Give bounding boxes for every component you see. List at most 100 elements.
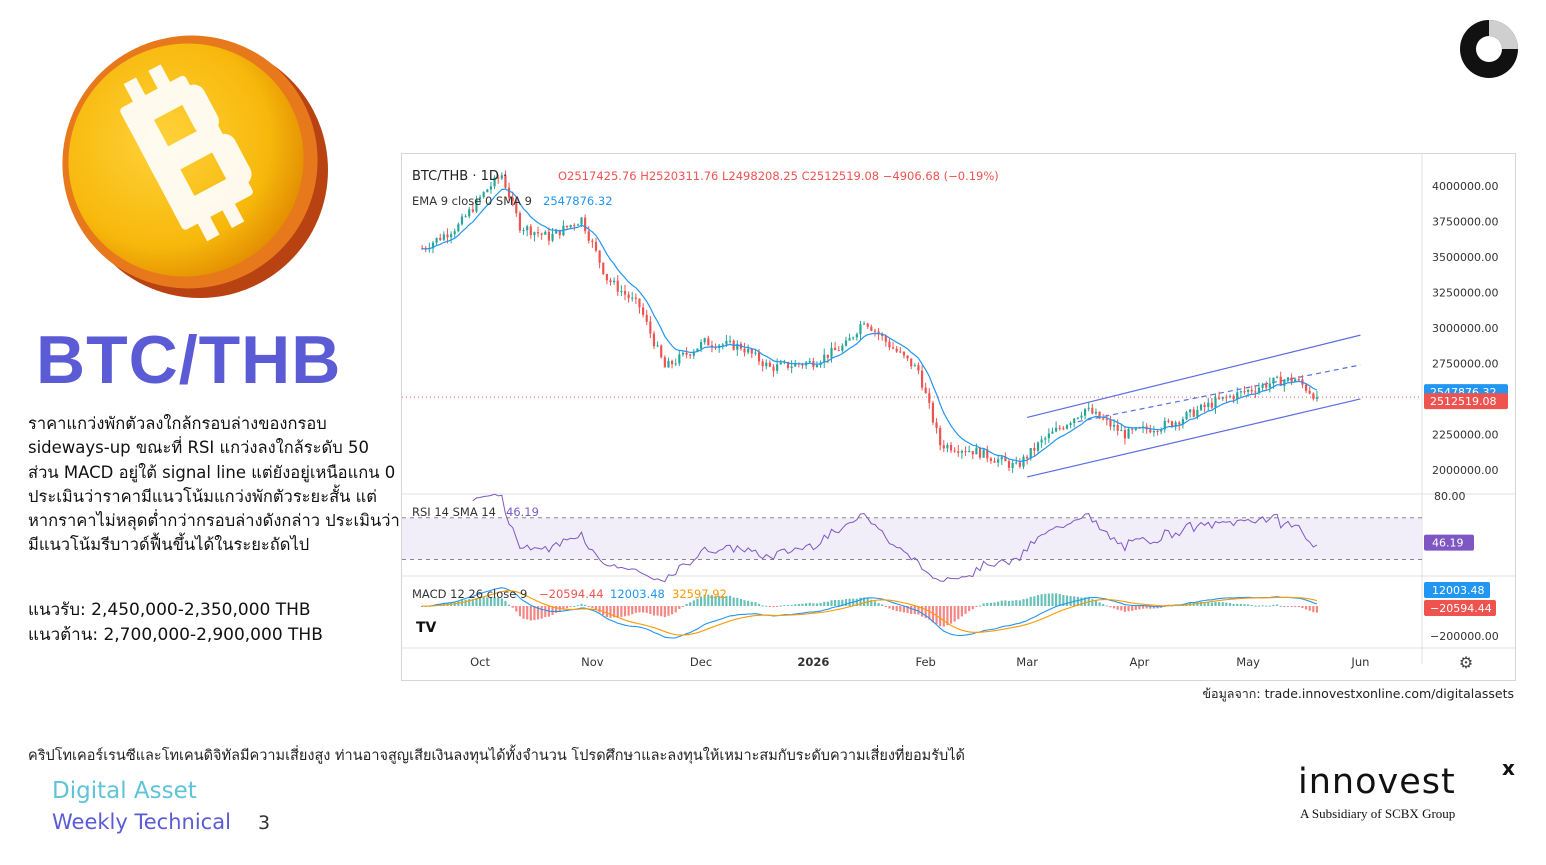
candle-body (1308, 390, 1311, 394)
macd-histogram-bar (674, 606, 677, 613)
candle-body (747, 348, 750, 353)
macd-histogram-bar (783, 604, 786, 606)
macd-histogram-bar (1239, 603, 1242, 606)
macd-histogram-bar (931, 606, 935, 623)
candle-body (460, 216, 464, 225)
macd-histogram-bar (645, 606, 648, 613)
macd-histogram-bar (968, 606, 971, 612)
candle-body (616, 280, 619, 292)
candle-body (1131, 428, 1134, 430)
macd-histogram-bar (859, 597, 862, 606)
price-levels: แนวรับ: 2,450,000-2,350,000 THB แนวต้าน:… (28, 598, 323, 648)
macd-histogram-bar (533, 606, 536, 621)
macd-histogram-bar (1210, 602, 1213, 606)
macd-histogram-bar (497, 597, 500, 606)
brand-logo: innovest x A Subsidiary of SCBX Group (1298, 756, 1518, 832)
price-tick-label: 3250000.00 (1432, 287, 1498, 300)
macd-histogram-bar (656, 606, 659, 616)
candle-body (707, 338, 710, 346)
candle-body (1076, 417, 1079, 419)
price-tick-label: 3500000.00 (1432, 251, 1498, 264)
macd-histogram-bar (957, 606, 960, 620)
candle-body (453, 231, 456, 235)
macd-histogram-bar (1026, 598, 1029, 606)
macd-histogram-bar (1004, 600, 1007, 606)
macd-histogram-bar (620, 606, 623, 618)
candle-body (439, 237, 442, 240)
candle-body (500, 175, 503, 179)
candle-body (743, 348, 746, 353)
macd-histogram-bar (699, 596, 703, 606)
candle-body (1065, 425, 1069, 429)
macd-histogram-bar (526, 606, 529, 620)
macd-histogram-bar (1254, 605, 1257, 607)
time-axis-label: Feb (915, 655, 935, 669)
candle-body (1228, 396, 1232, 398)
candle-body (482, 192, 485, 198)
macd-histogram-bar (902, 606, 906, 613)
candle-body (765, 362, 768, 367)
candle-body (902, 351, 906, 356)
macd-histogram-bar (1268, 605, 1271, 607)
macd-histogram-bar (790, 604, 793, 606)
candle-body (884, 336, 887, 342)
price-tick-label: 2750000.00 (1432, 357, 1498, 370)
time-axis-label: 2026 (797, 655, 829, 669)
macd-histogram-bar (1131, 606, 1134, 611)
candle-body (558, 229, 561, 236)
candle-body (924, 387, 927, 394)
candle-body (993, 460, 996, 463)
candle-body (1015, 462, 1018, 464)
candle-body (710, 345, 714, 347)
macd-histogram-bar (1047, 593, 1050, 606)
candle-body (779, 362, 782, 365)
macd-histogram-bar (721, 595, 724, 606)
macd-histogram-bar (642, 606, 645, 613)
candle-body (685, 352, 688, 355)
macd-histogram-bar (989, 602, 992, 606)
macd-histogram-bar (1304, 606, 1308, 610)
macd-hist-tag (1424, 600, 1496, 616)
macd-histogram-bar (982, 603, 985, 606)
macd-histogram-bar (765, 605, 768, 607)
brand-subtitle: A Subsidiary of SCBX Group (1300, 806, 1456, 821)
macd-histogram-bar (1007, 600, 1011, 606)
rsi-axis-top: 80.00 (1434, 490, 1466, 503)
macd-histogram-bar (743, 600, 746, 606)
candle-body (580, 217, 583, 225)
macd-histogram-bar (584, 604, 587, 606)
footer-title: Digital Asset (52, 778, 197, 804)
macd-histogram-bar (1112, 606, 1116, 609)
candle-body (471, 209, 474, 212)
macd-histogram-bar (707, 594, 710, 606)
macd-histogram-bar (1015, 600, 1018, 606)
macd-histogram-bar (841, 599, 844, 606)
macd-histogram-bar (551, 606, 554, 616)
macd-histogram-bar (953, 606, 956, 622)
chart-canvas[interactable]: 4000000.00 3750000.00 3500000.00 3250000.00… (402, 154, 1515, 680)
time-axis-label: Oct (470, 655, 490, 669)
candle-body (565, 225, 569, 228)
candle-body (971, 451, 974, 455)
price-chart[interactable]: 4000000.00 3750000.00 3500000.00 3250000.00… (401, 153, 1516, 681)
candle-body (1247, 389, 1250, 392)
macd-histogram-bar (750, 601, 753, 606)
candle-body (1134, 427, 1137, 430)
candle-body (910, 358, 913, 367)
macd-histogram-bar (895, 606, 898, 612)
candle-body (1029, 447, 1032, 459)
macd-histogram-bar (1225, 602, 1228, 606)
candle-body (1189, 409, 1192, 413)
macd-value-tag (1424, 582, 1490, 598)
macd-histogram-bar (529, 606, 532, 621)
macd-histogram-bar (920, 606, 924, 617)
candle-body (837, 350, 840, 352)
macd-histogram-bar (1141, 606, 1145, 609)
macd-histogram-bar (1301, 606, 1304, 609)
macd-histogram-bar (609, 606, 612, 618)
candle-body (692, 351, 695, 356)
macd-histogram-bar (500, 598, 503, 606)
tradingview-logo-icon: TV (416, 620, 437, 636)
candle-body (478, 197, 482, 200)
candle-body (1091, 407, 1094, 414)
